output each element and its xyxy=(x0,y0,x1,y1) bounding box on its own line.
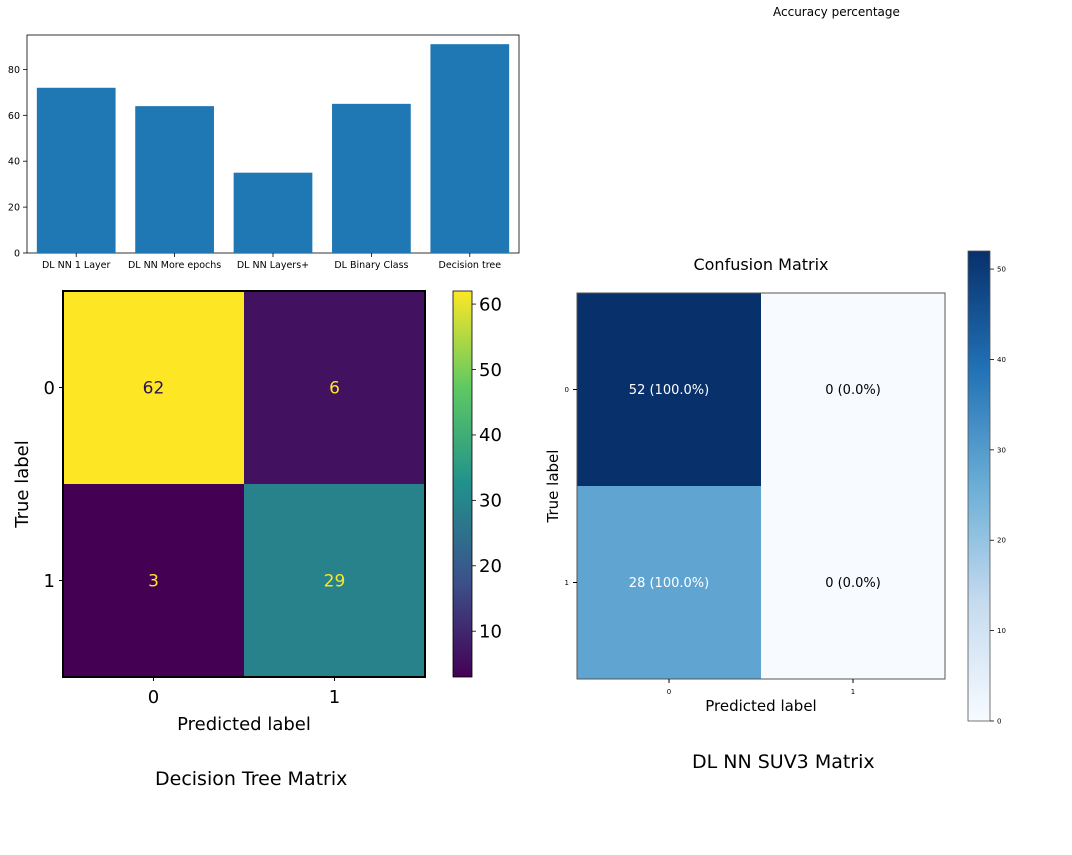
colorbar-tick-label: 20 xyxy=(997,537,1006,545)
y-tick-label: 1 xyxy=(44,571,55,592)
cell-value-label: 29 xyxy=(324,571,346,591)
bar xyxy=(135,106,214,253)
matrix-cell xyxy=(577,293,761,486)
colorbar-tick-label: 60 xyxy=(479,294,502,315)
cell-value-label: 3 xyxy=(148,571,159,591)
matrix-cell xyxy=(63,484,244,677)
cell-value-label: 52 (100.0%) xyxy=(629,383,709,398)
x-tick-label: DL NN Layers+ xyxy=(237,260,309,271)
y-axis-label: True label xyxy=(12,440,33,529)
cell-value-label: 28 (100.0%) xyxy=(629,576,709,591)
x-axis-label: Predicted label xyxy=(177,714,311,735)
y-tick-label: 0 xyxy=(14,249,20,260)
matrix-cell xyxy=(761,486,945,679)
matrix-cell xyxy=(761,293,945,486)
colorbar-tick-label: 10 xyxy=(997,627,1006,635)
matrix-frame xyxy=(62,290,426,678)
y-tick-label: 40 xyxy=(8,157,20,168)
y-tick-label: 20 xyxy=(8,203,20,214)
accuracy-percentage-label: Accuracy percentage xyxy=(773,5,900,19)
matrix-cell xyxy=(63,291,244,484)
y-tick-label: 1 xyxy=(565,579,569,587)
dl-nn-confusion-matrix: 52 (100.0%) 0 (0.0%) 28 (100.0%) 0 (0.0%) Co… xyxy=(544,250,1006,725)
colorbar-tick-label: 40 xyxy=(479,425,502,446)
x-tick-label: 0 xyxy=(148,687,159,708)
x-tick-label: DL NN More epochs xyxy=(128,260,221,271)
colorbar-tick-label: 0 xyxy=(997,717,1001,725)
y-tick-label: 60 xyxy=(8,111,20,122)
y-tick-label: 80 xyxy=(8,65,20,76)
colorbar-tick-label: 50 xyxy=(479,360,502,381)
colorbar-frame xyxy=(452,290,473,678)
decision-tree-caption: Decision Tree Matrix xyxy=(155,768,348,790)
matrix-frame xyxy=(576,292,946,680)
colorbar-frame xyxy=(967,250,991,722)
bar xyxy=(233,172,313,253)
colorbar xyxy=(453,291,472,677)
x-axis-label: Predicted label xyxy=(705,697,816,715)
cell-value-label: 0 (0.0%) xyxy=(825,383,881,398)
x-tick-label: 1 xyxy=(851,688,855,696)
x-tick-label: DL Binary Class xyxy=(334,260,408,271)
colorbar-tick-label: 30 xyxy=(997,446,1006,454)
colorbar xyxy=(968,251,990,721)
x-tick-label: DL NN 1 Layer xyxy=(42,260,111,271)
cell-value-label: 62 xyxy=(143,378,165,398)
matrix-title: Confusion Matrix xyxy=(693,255,828,274)
y-tick-label: 0 xyxy=(44,378,55,399)
matrix-cell xyxy=(577,486,761,679)
cell-value-label: 0 (0.0%) xyxy=(825,576,881,591)
x-tick-label: Decision tree xyxy=(439,260,502,271)
x-tick-label: 0 xyxy=(667,688,671,696)
matrix-cell xyxy=(244,291,425,484)
bar xyxy=(332,103,411,253)
dl-nn-caption: DL NN SUV3 Matrix xyxy=(692,751,875,773)
colorbar-tick-label: 20 xyxy=(479,556,502,577)
colorbar-tick-label: 50 xyxy=(997,266,1006,274)
colorbar-tick-label: 40 xyxy=(997,356,1006,364)
colorbar-tick-label: 10 xyxy=(479,622,502,643)
y-tick-label: 0 xyxy=(565,386,569,394)
colorbar-tick-label: 30 xyxy=(479,491,502,512)
bar xyxy=(430,44,510,253)
x-tick-label: 1 xyxy=(329,687,340,708)
cell-value-label: 6 xyxy=(329,378,340,398)
y-axis-label: True label xyxy=(544,450,562,524)
accuracy-bar-chart: 0 20 40 60 80 DL NN 1 Layer DL NN More epochs D… xyxy=(8,34,520,271)
bar xyxy=(36,87,116,253)
matrix-cell xyxy=(244,484,425,677)
